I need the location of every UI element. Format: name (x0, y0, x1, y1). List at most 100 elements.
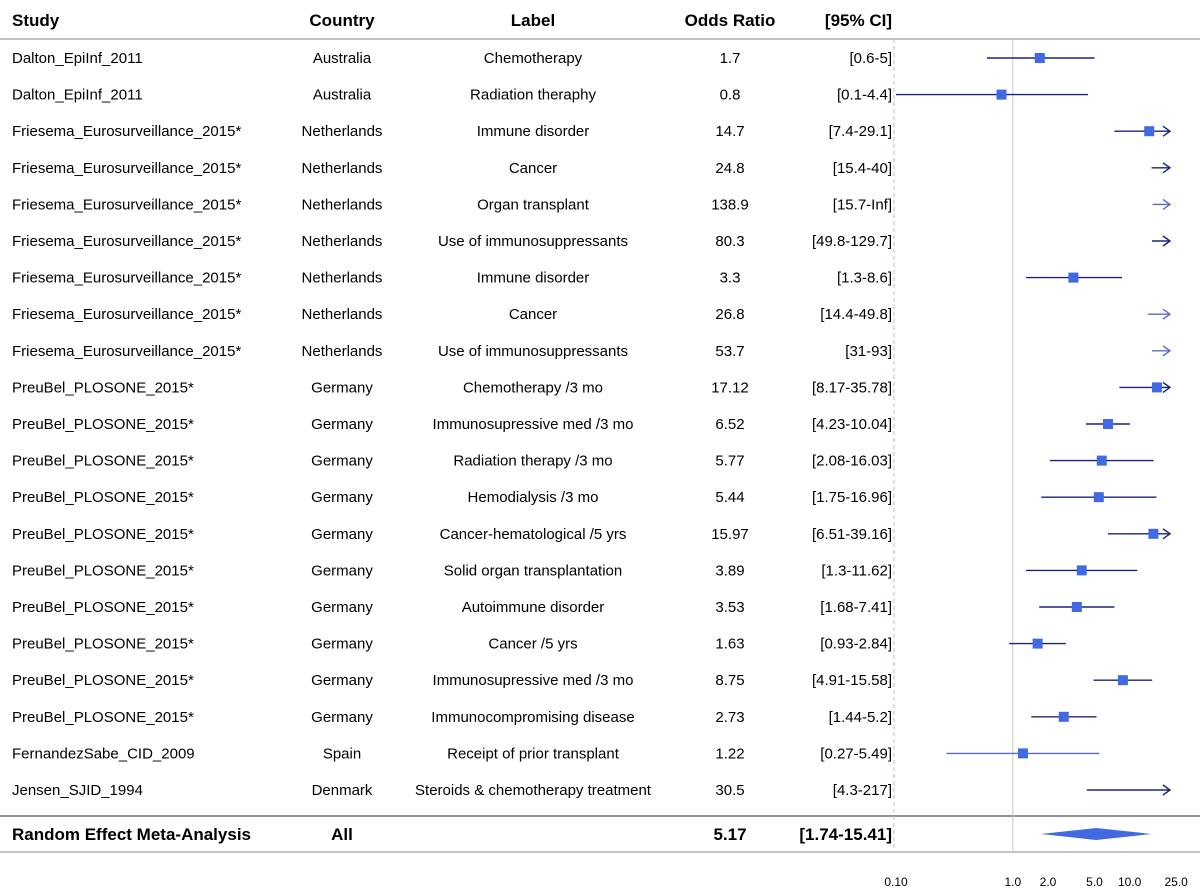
country: Germany (311, 709, 373, 726)
ci-value: [7.4-29.1] (829, 123, 892, 140)
label: Immune disorder (477, 123, 590, 140)
x-tick-label: 2.0 (1040, 875, 1057, 889)
table-row: PreuBel_PLOSONE_2015* Germany Radiation th… (12, 453, 1154, 470)
header-study: Study (12, 11, 60, 30)
label: Immunosupressive med /3 mo (433, 416, 634, 433)
point-estimate-marker (1058, 711, 1069, 722)
ci-arrow-head (1162, 381, 1172, 393)
country: Netherlands (302, 233, 383, 250)
country: Netherlands (302, 123, 383, 140)
study-name: Jensen_SJID_1994 (12, 782, 143, 799)
study-name: Friesema_Eurosurveillance_2015* (12, 306, 241, 323)
point-estimate-marker (1144, 126, 1155, 137)
country: Germany (311, 416, 373, 433)
odds-ratio-value: 5.77 (715, 453, 744, 470)
summary-odds-ratio: 5.17 (713, 825, 746, 844)
country: Spain (323, 745, 361, 762)
ci-value: [2.08-16.03] (812, 453, 892, 470)
country: Australia (313, 50, 372, 67)
study-name: PreuBel_PLOSONE_2015* (12, 709, 194, 726)
ci-value: [0.93-2.84] (820, 636, 892, 653)
label: Autoimmune disorder (462, 599, 605, 616)
odds-ratio-value: 14.7 (715, 123, 744, 140)
label: Cancer-hematological /5 yrs (440, 526, 627, 543)
x-tick-label: 5.0 (1086, 875, 1103, 889)
ci-value: [4.91-15.58] (812, 672, 892, 689)
ci-arrow-head (1162, 198, 1172, 210)
point-estimate-marker (1032, 638, 1043, 649)
odds-ratio-value: 0.8 (720, 87, 741, 104)
ci-value: [1.68-7.41] (820, 599, 892, 616)
table-row: Friesema_Eurosurveillance_2015* Netherlan… (12, 306, 1172, 323)
table-row: PreuBel_PLOSONE_2015* Germany Immunocompro… (12, 709, 1097, 726)
country: Germany (311, 562, 373, 579)
point-estimate-marker (996, 89, 1007, 100)
label: Immune disorder (477, 270, 590, 287)
country: Netherlands (302, 196, 383, 213)
table-row: PreuBel_PLOSONE_2015* Germany Solid organ … (12, 562, 1138, 579)
odds-ratio-value: 24.8 (715, 160, 744, 177)
header-odds-ratio: Odds Ratio (685, 11, 776, 30)
summary-country: All (331, 825, 353, 844)
odds-ratio-value: 1.7 (720, 50, 741, 67)
odds-ratio-value: 3.53 (715, 599, 744, 616)
ci-value: [14.4-49.8] (820, 306, 892, 323)
study-rows: Dalton_EpiInf_2011 Australia Chemotherapy 1… (12, 50, 1172, 799)
summary-diamond (1040, 828, 1152, 840)
table-row: Friesema_Eurosurveillance_2015* Netherlan… (12, 160, 1172, 177)
x-tick-label: 0.10 (884, 875, 908, 889)
study-name: Friesema_Eurosurveillance_2015* (12, 270, 241, 287)
point-estimate-marker (1151, 382, 1162, 393)
study-name: Friesema_Eurosurveillance_2015* (12, 196, 241, 213)
ci-value: [6.51-39.16] (812, 526, 892, 543)
ci-arrow-head (1162, 162, 1172, 174)
study-name: Friesema_Eurosurveillance_2015* (12, 123, 241, 140)
label: Radiation therapy /3 mo (453, 453, 612, 470)
odds-ratio-value: 3.3 (720, 270, 741, 287)
summary-ci: [1.74-15.41] (799, 825, 892, 844)
study-name: Friesema_Eurosurveillance_2015* (12, 233, 241, 250)
table-row: PreuBel_PLOSONE_2015* Germany Hemodialysis… (12, 489, 1157, 506)
country: Netherlands (302, 270, 383, 287)
odds-ratio-value: 3.89 (715, 562, 744, 579)
label: Receipt of prior transplant (447, 745, 620, 762)
ci-arrow-head (1162, 345, 1172, 357)
point-estimate-marker (1071, 602, 1082, 612)
odds-ratio-value: 8.75 (715, 672, 744, 689)
country: Germany (311, 489, 373, 506)
point-estimate-marker (1017, 748, 1028, 759)
ci-value: [8.17-35.78] (812, 379, 892, 396)
label: Steroids & chemotherapy treatment (415, 782, 652, 799)
table-row: PreuBel_PLOSONE_2015* Germany Autoimmune d… (12, 599, 1115, 616)
point-estimate-marker (1068, 272, 1079, 283)
study-name: Friesema_Eurosurveillance_2015* (12, 343, 241, 360)
header-country: Country (309, 11, 375, 30)
odds-ratio-value: 26.8 (715, 306, 744, 323)
country: Denmark (312, 782, 373, 799)
point-estimate-marker (1034, 53, 1045, 63)
label: Chemotherapy /3 mo (463, 379, 603, 396)
point-estimate-marker (1076, 565, 1087, 576)
x-tick-label: 25.0 (1164, 875, 1188, 889)
odds-ratio-value: 5.44 (715, 489, 744, 506)
x-tick-label: 1.0 (1004, 875, 1021, 889)
summary-row: Random Effect Meta-Analysis All 5.17 [1.74-… (12, 825, 1152, 844)
point-estimate-marker (1096, 455, 1107, 466)
odds-ratio-value: 15.97 (711, 526, 749, 543)
label: Cancer (509, 306, 557, 323)
study-name: Dalton_EpiInf_2011 (12, 87, 143, 104)
table-row: Friesema_Eurosurveillance_2015* Netherlan… (12, 270, 1123, 287)
ci-arrow-head (1162, 784, 1172, 796)
study-name: FernandezSabe_CID_2009 (12, 745, 195, 762)
odds-ratio-value: 2.73 (715, 709, 744, 726)
point-estimate-marker (1148, 528, 1159, 539)
study-name: PreuBel_PLOSONE_2015* (12, 453, 194, 470)
header-ci: [95% CI] (825, 11, 892, 30)
label: Hemodialysis /3 mo (468, 489, 599, 506)
study-name: PreuBel_PLOSONE_2015* (12, 672, 194, 689)
label: Chemotherapy (484, 50, 583, 67)
table-row: PreuBel_PLOSONE_2015* Germany Cancer-hemat… (12, 526, 1172, 543)
ci-value: [1.75-16.96] (812, 489, 892, 506)
ci-value: [0.27-5.49] (820, 745, 892, 762)
